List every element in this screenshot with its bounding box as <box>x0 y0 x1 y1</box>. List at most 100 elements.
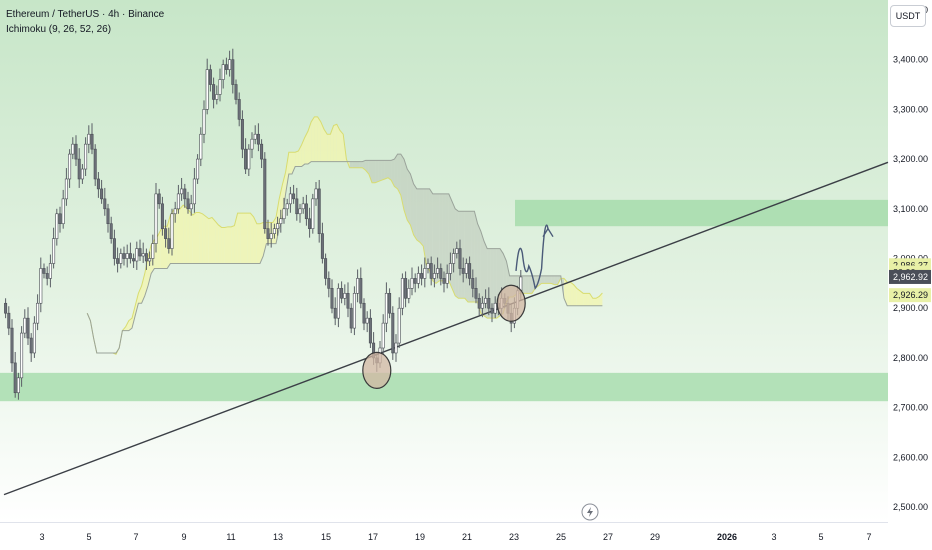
candle <box>240 119 244 150</box>
candle <box>208 69 212 85</box>
candle <box>71 143 75 155</box>
cloud-segment <box>240 213 244 264</box>
y-tick-label: 2,900.00 <box>893 303 928 313</box>
candle <box>247 148 251 170</box>
candle <box>324 258 328 279</box>
candle <box>205 69 209 110</box>
cloud-segment <box>477 223 481 314</box>
cloud-segment <box>253 216 257 264</box>
candle <box>196 158 200 180</box>
cloud-segment <box>301 137 305 167</box>
y-tick-label: 3,400.00 <box>893 55 928 65</box>
cloud-segment <box>420 188 424 247</box>
candle <box>471 278 475 289</box>
candle <box>77 158 81 180</box>
candle <box>400 278 404 309</box>
candle <box>20 332 24 379</box>
price-badge-label: 2,926.29 <box>893 290 928 300</box>
candle <box>391 312 395 354</box>
candle <box>100 188 104 200</box>
candle <box>244 148 248 170</box>
candle <box>215 94 219 100</box>
cloud-segment <box>208 217 212 264</box>
cloud-segment <box>554 275 558 285</box>
candle <box>314 188 318 200</box>
cloud-segment <box>295 151 299 167</box>
cloud-segment <box>583 293 587 306</box>
candle <box>122 253 126 259</box>
candle <box>112 238 116 259</box>
x-tick-label: 11 <box>226 532 235 542</box>
candle <box>96 178 100 190</box>
x-tick-label: 7 <box>133 532 138 542</box>
x-tick-label: 21 <box>462 532 472 542</box>
candle <box>343 293 347 299</box>
candle <box>32 322 36 354</box>
candle <box>218 79 222 95</box>
candle <box>13 362 17 394</box>
candle <box>61 198 65 225</box>
cloud-segment <box>317 116 321 162</box>
candle <box>39 268 43 304</box>
cloud-segment <box>320 121 324 162</box>
cloud-segment <box>432 193 436 284</box>
cloud-segment <box>324 129 328 162</box>
candle <box>68 153 72 180</box>
cloud-segment <box>413 183 417 240</box>
y-tick-label: 2,600.00 <box>893 452 928 462</box>
cloud-segment <box>157 229 161 269</box>
cloud-segment <box>391 159 395 187</box>
candle <box>352 293 356 329</box>
candle <box>458 248 462 269</box>
candle <box>52 238 56 264</box>
x-tick-label: 29 <box>650 532 660 542</box>
support-zone <box>0 372 888 402</box>
cloud-segment <box>548 275 552 284</box>
x-tick-label: 7 <box>866 532 871 542</box>
candle <box>480 302 484 309</box>
candle <box>487 297 491 309</box>
candle <box>148 258 152 262</box>
candle <box>26 317 30 339</box>
price-badge <box>889 269 931 284</box>
cloud-segment <box>522 275 526 294</box>
x-tick-label: 23 <box>509 532 519 542</box>
currency-button[interactable]: USDT <box>890 5 926 27</box>
cloud-segment <box>442 193 446 281</box>
candle <box>93 148 97 180</box>
candle <box>455 248 459 254</box>
candle <box>176 193 180 210</box>
cloud-segment <box>173 210 177 264</box>
cloud-segment <box>589 293 593 306</box>
candle <box>16 377 20 394</box>
candle <box>183 188 187 200</box>
candle <box>42 268 46 274</box>
candle <box>407 288 411 299</box>
cloud-segment <box>416 188 420 243</box>
cloud-segment <box>180 205 184 264</box>
candle <box>432 273 436 279</box>
cloud-segment <box>144 257 148 296</box>
cloud-segment <box>288 152 292 174</box>
candle <box>468 263 472 279</box>
candle <box>362 302 366 324</box>
candle <box>359 278 363 304</box>
y-tick-label: 2,500.00 <box>893 502 928 512</box>
cloud-segment <box>480 231 484 316</box>
cloud-segment <box>445 193 449 281</box>
candle <box>170 213 174 249</box>
candle <box>317 188 321 234</box>
y-tick-label: 3,200.00 <box>893 154 928 164</box>
cloud-segment <box>202 213 206 264</box>
cloud-segment <box>135 293 139 316</box>
indicator-label[interactable]: Ichimoku (9, 26, 52, 26) <box>6 24 112 35</box>
cloud-segment <box>218 224 222 264</box>
cloud-segment <box>368 160 372 183</box>
candle <box>10 327 14 364</box>
x-tick-label: 15 <box>321 532 331 542</box>
cloud-segment <box>528 275 532 294</box>
candle <box>221 64 225 80</box>
candle <box>87 133 91 145</box>
trendline <box>3 161 889 496</box>
